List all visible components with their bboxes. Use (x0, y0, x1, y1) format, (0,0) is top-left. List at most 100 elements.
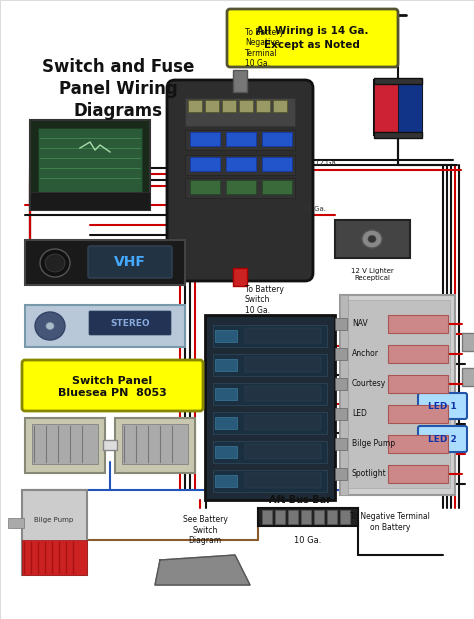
Text: Switch Panel
Bluesea PN  8053: Switch Panel Bluesea PN 8053 (58, 376, 166, 398)
Bar (215, 388, 237, 400)
Text: 12 Ga.: 12 Ga. (315, 160, 338, 166)
Bar (335, 318, 347, 330)
Bar (374, 132, 422, 138)
Text: 12 V Lighter
Receptical: 12 V Lighter Receptical (351, 268, 393, 281)
FancyBboxPatch shape (88, 246, 172, 278)
Bar (213, 325, 327, 347)
Bar (398, 80, 422, 135)
Bar (239, 100, 253, 112)
Bar (314, 510, 324, 524)
Bar (335, 438, 347, 450)
Bar (30, 192, 150, 210)
Bar (245, 415, 321, 430)
Bar (335, 378, 347, 390)
Bar (213, 412, 327, 434)
Bar (226, 132, 256, 146)
Bar (205, 315, 335, 500)
Text: To Battery
Negative
Terminal
10 Ga.: To Battery Negative Terminal 10 Ga. (245, 28, 284, 68)
Bar (25, 240, 185, 285)
Bar (215, 417, 237, 429)
Bar (245, 357, 321, 372)
Text: 10 Ga.: 10 Ga. (294, 536, 322, 545)
Bar (205, 100, 219, 112)
Bar (185, 155, 295, 175)
Bar (215, 446, 237, 458)
Ellipse shape (362, 230, 382, 248)
Bar (262, 157, 292, 171)
Bar (226, 157, 256, 171)
Bar (258, 508, 358, 526)
Bar (262, 180, 292, 194)
Bar (185, 98, 295, 126)
Bar (273, 100, 287, 112)
Bar (245, 473, 321, 488)
Bar (340, 295, 348, 495)
FancyBboxPatch shape (418, 426, 467, 452)
Bar (103, 440, 117, 450)
Bar (38, 128, 142, 198)
Bar (245, 386, 321, 401)
Ellipse shape (40, 249, 70, 277)
Text: LED: LED (352, 409, 367, 417)
Bar (245, 444, 321, 459)
Bar (388, 375, 448, 393)
Bar (22, 490, 87, 575)
Bar (115, 418, 195, 473)
Bar (122, 424, 188, 464)
Bar (335, 408, 347, 420)
Text: LED 2: LED 2 (428, 435, 456, 443)
Bar (288, 510, 298, 524)
Bar (190, 132, 220, 146)
Bar (340, 295, 455, 495)
FancyBboxPatch shape (418, 393, 467, 419)
Bar (233, 70, 247, 92)
Text: LED 1: LED 1 (428, 402, 456, 410)
Text: NAV: NAV (352, 319, 368, 327)
Text: To Battery
Switch
10 Ga.: To Battery Switch 10 Ga. (245, 285, 284, 315)
Text: See Battery
Switch
Diagram: See Battery Switch Diagram (182, 515, 228, 545)
FancyBboxPatch shape (227, 9, 398, 67)
Text: STEREO: STEREO (110, 319, 150, 327)
Bar (245, 328, 321, 343)
Bar (190, 180, 220, 194)
Bar (213, 441, 327, 463)
Text: Bilge Pump: Bilge Pump (35, 517, 73, 523)
FancyBboxPatch shape (89, 311, 171, 335)
Bar (327, 510, 337, 524)
Bar (388, 405, 448, 423)
Text: Aft Bus Bar: Aft Bus Bar (269, 495, 331, 505)
Bar (374, 80, 422, 135)
Bar (213, 383, 327, 405)
Text: To Negative Terminal
on Battery: To Negative Terminal on Battery (350, 513, 430, 532)
Bar (188, 100, 202, 112)
Bar (374, 80, 398, 135)
Bar (388, 315, 448, 333)
Bar (185, 130, 295, 150)
Bar (262, 510, 272, 524)
Bar (388, 465, 448, 483)
Bar (301, 510, 311, 524)
Bar (388, 435, 448, 453)
Ellipse shape (368, 235, 376, 243)
Bar (388, 345, 448, 363)
Bar (215, 330, 237, 342)
Bar (275, 510, 285, 524)
FancyBboxPatch shape (167, 80, 313, 281)
Text: All Wiring is 14 Ga.
Except as Noted: All Wiring is 14 Ga. Except as Noted (256, 27, 368, 50)
Bar (8, 518, 24, 528)
Bar (462, 333, 474, 351)
Text: Anchor: Anchor (352, 348, 379, 358)
Bar (335, 468, 347, 480)
Text: Courtesy: Courtesy (352, 378, 386, 387)
Bar (256, 100, 270, 112)
Bar (30, 120, 150, 210)
Bar (345, 300, 450, 488)
Bar (226, 180, 256, 194)
Text: Bilge Pump: Bilge Pump (352, 438, 395, 448)
Polygon shape (155, 555, 250, 585)
Bar (215, 475, 237, 487)
Text: VHF: VHF (114, 255, 146, 269)
Bar (262, 132, 292, 146)
Bar (335, 220, 410, 258)
Bar (222, 100, 236, 112)
